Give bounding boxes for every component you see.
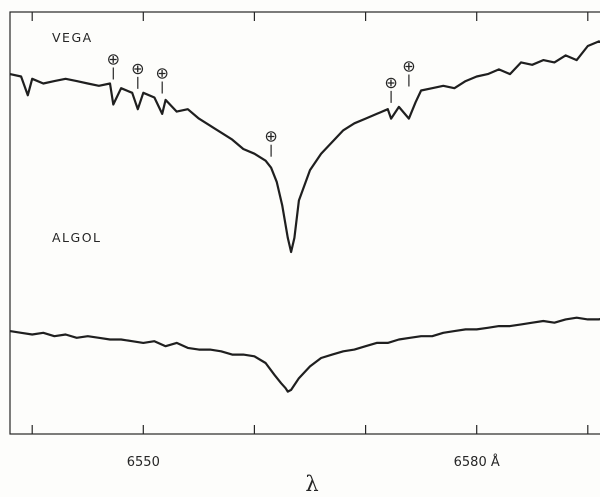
telluric-marker-group: ⊕ ⊕ ⊕ ⊕ ⊕ ⊕ [107,49,416,157]
plot-frame [9,11,600,435]
telluric-marker: ⊕ [384,73,397,92]
series-group [9,40,600,393]
series-label-vega: VEGA [52,30,93,45]
tick-label-group: 6550 6580 Å [127,454,500,470]
legend-labels: VEGA ALGOL [52,30,102,245]
telluric-marker: ⊕ [107,49,120,68]
x-tick-label: 6550 [127,455,160,470]
series-line-vega [9,40,600,254]
telluric-marker: ⊕ [264,127,277,146]
x-tick-label: 6580 Å [454,454,500,470]
telluric-marker: ⊕ [131,59,144,78]
telluric-marker: ⊕ [402,57,415,76]
series-label-algol: ALGOL [52,230,102,245]
tick-group [31,12,589,434]
x-axis-title: λ [305,472,318,496]
telluric-marker: ⊕ [155,64,168,83]
series-line-algol [9,316,600,393]
